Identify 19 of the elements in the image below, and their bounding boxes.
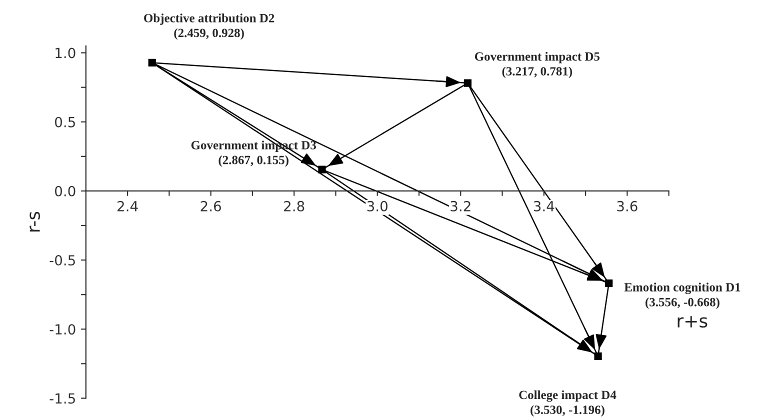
x-axis-title: r+s	[678, 316, 708, 328]
y-tick-label: -1.5	[50, 393, 75, 404]
x-tick-label: 2.4	[118, 200, 138, 212]
y-axis-title: r-s	[30, 212, 40, 232]
x-tick-label: 3.0	[367, 200, 388, 212]
y-tick-label: -0.5	[50, 255, 75, 266]
x-tick-label: 2.6	[200, 200, 221, 212]
x-tick-label: 3.6	[617, 200, 638, 212]
annotation: Government impact D5 (3.217, 0.781)	[474, 52, 600, 78]
annotation: Emotion cognition D1 (3.556, -0.668)	[624, 282, 740, 309]
y-tick-label: 1.0	[56, 48, 76, 58]
x-tick-label: 2.8	[284, 200, 304, 212]
y-tick-label: 0.0	[55, 186, 76, 196]
annotation: Objective attribution D2 (2.459, 0.928)	[144, 14, 274, 40]
y-tick-label: -1.0	[50, 324, 76, 335]
x-tick-label: 3.4	[534, 200, 554, 212]
annotation: College impact D4 (3.530, -1.196)	[519, 390, 616, 417]
x-tick-label: 3.2	[450, 200, 470, 212]
y-tick-label: 0.5	[55, 116, 75, 128]
